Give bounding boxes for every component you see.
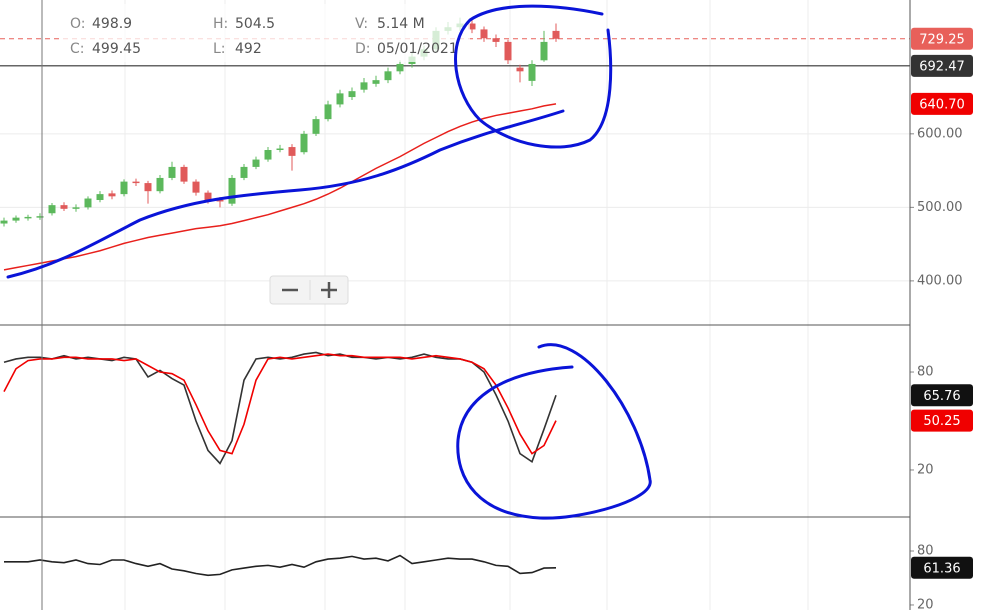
value-tag-label: 61.36 [923,561,960,576]
info-value: 492 [235,41,262,57]
candle-body [156,177,164,192]
candle-body [288,147,296,156]
candle-body [312,119,320,134]
info-value: 05/01/2021 [377,41,458,57]
line-series [3,103,557,271]
candle-body [48,205,56,214]
candle-body [372,80,380,84]
y-tick-label: 20 [917,597,934,610]
line-series [3,353,557,455]
candle-body [84,198,92,208]
hand-annotations [6,4,652,520]
value-tag [911,27,973,50]
candle-body [192,181,200,193]
candle-body [132,181,140,184]
candle-body [36,216,44,218]
candle-body [516,67,524,72]
time-grid [124,0,809,610]
candle-body [300,133,308,153]
value-tag-label: 729.25 [919,32,965,47]
candle-body [216,200,224,202]
y-tick-label: 400.00 [917,273,963,288]
candle-body [324,104,332,120]
zoom-in[interactable] [321,282,337,298]
value-tag-label: 692.47 [919,59,965,74]
info-value: 504.5 [235,16,275,32]
candle-body [396,63,404,72]
candle-body [108,193,116,197]
info-key: V: [355,16,368,32]
info-value: 499.45 [92,41,141,57]
y-tick-label: 600.00 [917,126,963,141]
value-tag [911,92,973,115]
candle-body [252,159,260,167]
candle-body [384,71,392,81]
value-tag-label: 640.70 [919,97,965,112]
info-key: O: [70,16,86,32]
pane-borders [0,0,911,610]
info-key: H: [213,16,228,32]
candle-body [276,148,284,150]
candle-body [480,29,488,39]
candle-body [552,30,560,39]
candle-body [72,207,80,209]
candle-body [12,217,20,221]
info-box: O: 498.9 C: 499.45 H: 504.5 L: 492 V: 5.14 M D: 05/… [70,16,458,57]
candle-body [540,41,548,61]
y-tick-label: 20 [917,462,934,477]
info-value: 498.9 [92,16,132,32]
line-series [4,554,557,577]
candle-body [528,63,536,81]
info-value: 5.14 M [377,16,425,32]
candle-body [228,177,236,204]
info-key: C: [70,41,85,57]
candle-body [168,166,176,178]
candle-body [60,205,68,209]
info-key: D: [355,41,371,57]
value-tag-label: 65.76 [923,389,960,404]
value-tag [911,384,973,407]
zoom-controls[interactable] [269,275,349,305]
value-tag [911,409,973,432]
candle-body [240,166,248,178]
value-tag [911,556,973,579]
y-tick-label: 500.00 [917,200,963,215]
candle-body [144,183,152,192]
candle-body [96,194,104,200]
candle-body [264,150,272,160]
info-backdrop [60,4,470,62]
plot-layer: 400.00 500.00 600.00 729.25 692.47 640.70 20 80… [0,17,973,610]
y-tick-label: 80 [917,543,934,558]
candle-body [360,82,368,90]
candle-body [24,216,32,219]
line-series [3,351,557,465]
candle-body [492,38,500,42]
candle-body [180,166,188,182]
candle-body [336,93,344,105]
candle-body [0,220,8,224]
candle-body [504,41,512,61]
candle-body [120,181,128,195]
info-key: L: [213,41,226,57]
y-tick-label: 80 [917,365,934,380]
candle-body [204,192,212,200]
value-tag [911,54,973,77]
candle-body [348,91,356,98]
value-tag-label: 50.25 [923,414,960,429]
candle-body [468,23,476,30]
